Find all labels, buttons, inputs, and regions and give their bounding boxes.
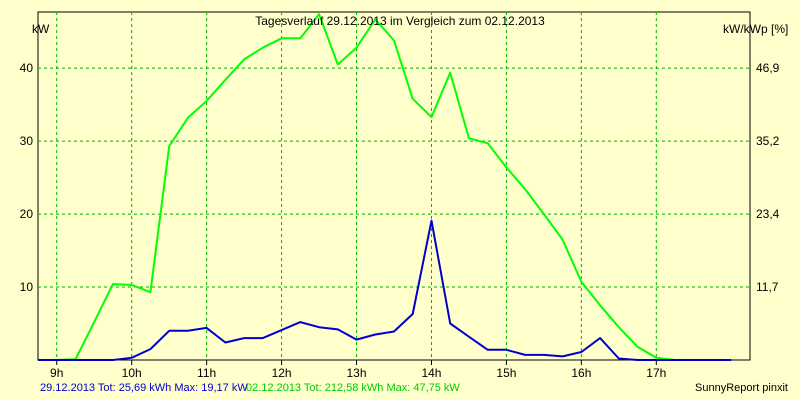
y-tick-label-right: 11,7 (756, 280, 779, 294)
y-tick-label-left: 30 (20, 134, 34, 148)
series-line (38, 13, 732, 361)
y-axis-right-label: kW/kWp [%] (723, 22, 788, 36)
x-tick-label: 14h (421, 366, 441, 380)
y-tick-label-left: 40 (20, 61, 34, 75)
footer-series2-stats: 02.12.2013 Tot: 212,58 kWh Max: 47,75 kW (246, 382, 460, 394)
y-tick-label-right: 46,9 (756, 61, 780, 75)
y-tick-label-left: 10 (20, 280, 34, 294)
footer-credit: SunnyReport pinxit (695, 382, 788, 394)
x-tick-label: 13h (347, 366, 367, 380)
x-tick-label: 10h (122, 366, 142, 380)
y-tick-label-right: 23,4 (756, 207, 780, 221)
x-tick-label: 17h (646, 366, 666, 380)
x-tick-label: 11h (197, 366, 216, 380)
x-tick-label: 15h (496, 366, 516, 380)
chart-title: Tagesverlauf 29.12.2013 im Vergleich zum… (255, 14, 545, 28)
x-tick-label: 16h (571, 366, 591, 380)
series-line (38, 219, 732, 361)
y-tick-label-right: 35,2 (756, 134, 780, 148)
y-axis-left-label: kW (32, 22, 50, 36)
plot-area (37, 11, 751, 361)
grid (38, 12, 750, 365)
x-tick-label: 12h (272, 366, 292, 380)
x-tick-label: 9h (50, 366, 63, 380)
y-tick-label-left: 20 (20, 207, 34, 221)
series-lines (38, 13, 732, 361)
axis-labels: 9h 10h 11h 12h 13h 14h 15h 16h 17h 10 11,7 20 23,4 30… (20, 61, 780, 380)
footer-series1-stats: 29.12.2013 Tot: 25,69 kWh Max: 19,17 kW (40, 382, 248, 394)
